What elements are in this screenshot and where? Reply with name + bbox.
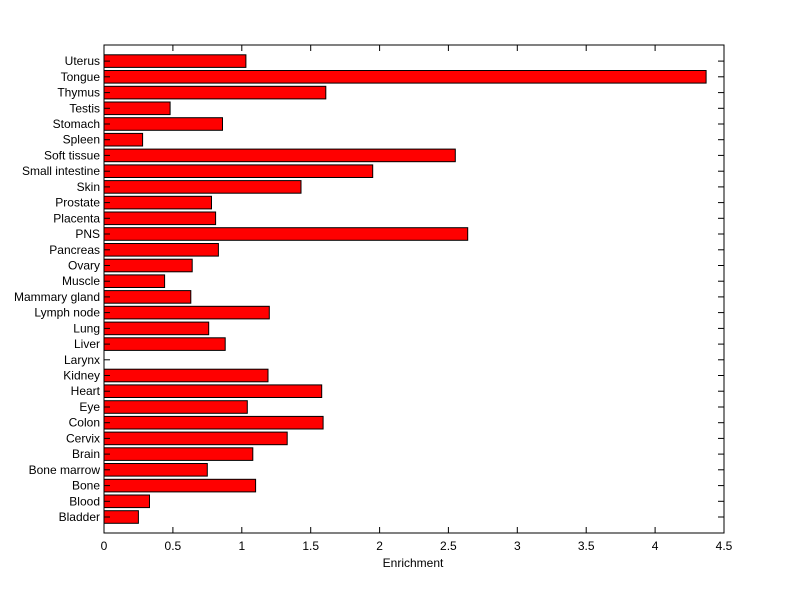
plot-area-frame: [103, 44, 725, 534]
y-tick-label-colon: Colon: [69, 416, 100, 430]
bar-mammary-gland: [103, 290, 192, 304]
bar-liver: [103, 337, 226, 351]
x-tick-label-2: 2: [376, 539, 383, 553]
x-tick-label-2-5: 2.5: [440, 539, 457, 553]
y-tick-label-lymph-node: Lymph node: [34, 306, 100, 320]
bar-pns: [103, 227, 469, 241]
y-tick-label-liver: Liver: [74, 337, 100, 351]
y-tick-label-pns: PNS: [75, 227, 100, 241]
bar-muscle: [103, 274, 166, 288]
y-tick-label-ovary: Ovary: [68, 259, 100, 273]
x-tick-label-4: 4: [652, 539, 659, 553]
y-tick-label-soft-tissue: Soft tissue: [44, 148, 100, 162]
y-tick-label-pancreas: Pancreas: [49, 243, 100, 257]
bar-lymph-node: [103, 305, 270, 320]
bar-placenta: [103, 211, 217, 226]
y-tick-label-muscle: Muscle: [62, 274, 100, 288]
x-tick-label-1-5: 1.5: [302, 539, 319, 553]
bar-lung: [103, 321, 210, 336]
y-tick-label-cervix: Cervix: [66, 431, 100, 445]
y-tick-label-skin: Skin: [77, 180, 100, 194]
bar-small-intestine: [103, 164, 374, 178]
bar-stomach: [103, 117, 223, 131]
y-tick-label-small-intestine: Small intestine: [22, 164, 100, 178]
y-tick-label-mammary-gland: Mammary gland: [14, 290, 100, 304]
x-tick-label-3: 3: [514, 539, 521, 553]
y-tick-label-kidney: Kidney: [63, 369, 100, 383]
bar-brain: [103, 447, 254, 461]
y-tick-label-larynx: Larynx: [64, 353, 100, 367]
y-tick-label-bone-marrow: Bone marrow: [29, 463, 101, 477]
y-tick-label-stomach: Stomach: [53, 117, 100, 131]
y-tick-label-prostate: Prostate: [55, 196, 100, 210]
y-tick-label-thymus: Thymus: [57, 86, 100, 100]
y-tick-label-bone: Bone: [72, 479, 100, 493]
bar-testis: [103, 101, 171, 116]
y-tick-label-spleen: Spleen: [63, 133, 100, 147]
bar-ovary: [103, 258, 193, 273]
bar-thymus: [103, 85, 327, 100]
y-tick-label-eye: Eye: [79, 400, 100, 414]
bar-kidney: [103, 368, 269, 383]
bar-cervix: [103, 431, 288, 446]
bar-pancreas: [103, 243, 219, 257]
x-tick-label-0: 0: [101, 539, 108, 553]
bar-heart: [103, 384, 323, 398]
y-tick-label-placenta: Placenta: [53, 211, 100, 225]
bar-bone-marrow: [103, 463, 208, 477]
y-tick-label-tongue: Tongue: [61, 70, 101, 84]
y-tick-label-uterus: Uterus: [65, 54, 100, 68]
x-tick-label-0-5: 0.5: [165, 539, 182, 553]
y-tick-label-lung: Lung: [73, 321, 100, 335]
bar-skin: [103, 180, 302, 194]
y-tick-label-brain: Brain: [72, 447, 100, 461]
bar-colon: [103, 415, 324, 430]
x-tick-label-4-5: 4.5: [716, 539, 733, 553]
y-tick-label-bladder: Bladder: [59, 510, 100, 524]
x-axis-title: Enrichment: [383, 556, 444, 570]
bar-eye: [103, 400, 248, 414]
bar-soft-tissue: [103, 148, 456, 163]
y-tick-label-blood: Blood: [69, 494, 100, 508]
bar-prostate: [103, 195, 212, 210]
x-tick-label-3-5: 3.5: [578, 539, 595, 553]
bar-blood: [103, 494, 150, 509]
bar-bone: [103, 478, 257, 493]
bar-tongue: [103, 70, 707, 84]
y-tick-label-heart: Heart: [71, 384, 101, 398]
x-tick-label-1: 1: [238, 539, 245, 553]
ticks-group: [103, 45, 725, 533]
y-tick-label-testis: Testis: [69, 101, 100, 115]
bar-uterus: [103, 54, 247, 68]
